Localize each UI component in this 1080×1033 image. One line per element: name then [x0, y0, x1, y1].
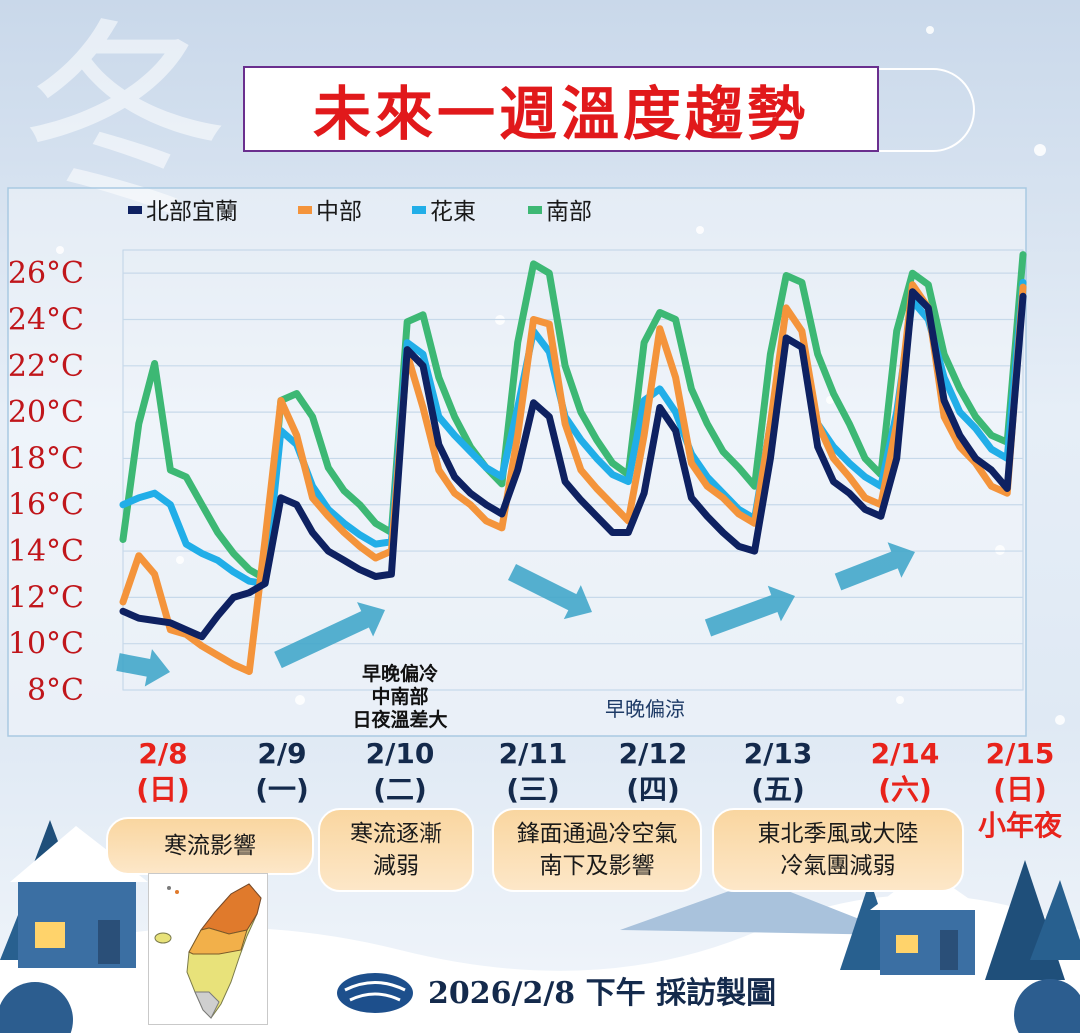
day-date: 2/11 — [498, 737, 568, 770]
day-date: 2/10 — [365, 737, 435, 770]
day-label: 2/14 (六) — [850, 736, 960, 808]
day-label: 2/15 (日) 小年夜 — [965, 736, 1075, 844]
y-tick-label: 10°C — [8, 627, 84, 662]
event-front-passing: 鋒面通過冷空氣 南下及影響 — [492, 808, 702, 892]
footer-credit: 2026/2/8 下午 採訪製圖 — [428, 968, 776, 1012]
series-line — [119, 278, 1027, 587]
background-character: 冬 — [20, 0, 230, 245]
day-label: 2/13 (五) — [723, 736, 833, 808]
winter-landscape — [0, 820, 1080, 1033]
event-cold-wave-weakening: 寒流逐漸 減弱 — [318, 808, 474, 892]
chart-bottom-note: 早晚偏涼 — [605, 697, 685, 721]
y-tick-label: 14°C — [8, 534, 84, 569]
feb10-note-line-1: 早晚偏冷 — [362, 662, 438, 685]
legend-label: 中部 — [316, 199, 362, 225]
taiwan-map-icon — [154, 883, 262, 1019]
day-date: 2/9 — [257, 737, 307, 770]
event-cold-wave-text: 寒流影響 — [164, 833, 256, 859]
taiwan-map-inset — [148, 873, 268, 1025]
legend-swatch — [298, 206, 312, 214]
series-lines — [119, 251, 1027, 675]
y-tick-label: 24°C — [8, 302, 84, 337]
series-line — [119, 288, 1027, 641]
trend-arrow-icon — [704, 585, 795, 637]
y-tick-label: 12°C — [8, 580, 84, 615]
day-weekday: (六) — [878, 773, 932, 806]
footer-date: 2026/2/8 — [428, 976, 576, 1011]
day-weekday: (三) — [506, 773, 560, 806]
event-monsoon-weakening: 東北季風或大陸 冷氣團減弱 — [712, 808, 964, 892]
day-weekday: (二) — [373, 773, 427, 806]
event-monsoon-weakening-line-1: 東北季風或大陸 — [757, 821, 919, 847]
trend-arrow-icon — [834, 542, 915, 591]
legend-swatch — [412, 206, 426, 214]
trend-arrows — [116, 542, 915, 687]
footer-text: 下午 採訪製圖 — [585, 976, 777, 1011]
day-date: 2/15 — [985, 737, 1055, 770]
event-cold-wave-weakening-line-1: 寒流逐漸 — [350, 821, 442, 847]
legend-swatch — [128, 206, 142, 214]
day-label: 2/8 (日) — [108, 736, 218, 808]
y-tick-label: 8°C — [27, 673, 84, 708]
legend: 北部宜蘭 中部 花東 南部 — [128, 199, 592, 225]
house-right — [840, 860, 1080, 980]
page-title: 未來一週溫度趨勢 — [312, 80, 809, 148]
series-line — [119, 281, 1027, 675]
feb10-note-line-2: 中南部 — [371, 685, 428, 708]
day-label: 2/9 (一) — [227, 736, 337, 808]
event-monsoon-weakening-line-2: 冷氣團減弱 — [780, 853, 896, 879]
y-tick-label: 18°C — [8, 441, 84, 476]
trend-arrow-icon — [507, 563, 592, 620]
feb10-note: 早晚偏冷 中南部 日夜溫差大 — [352, 662, 447, 731]
day-label: 2/10 (二) — [345, 736, 455, 808]
trend-arrow-icon — [116, 649, 170, 687]
logo-icon — [337, 973, 413, 1013]
y-tick-label: 20°C — [8, 395, 84, 430]
day-weekday: (日) — [136, 773, 190, 806]
event-front-passing-line-1: 鋒面通過冷空氣 — [516, 821, 678, 847]
day-date: 2/8 — [138, 737, 188, 770]
feb10-note-line-3: 日夜溫差大 — [352, 708, 447, 731]
trend-arrow-icon — [274, 602, 386, 669]
y-tick-label: 16°C — [8, 488, 84, 523]
legend-label: 南部 — [546, 199, 592, 225]
day-weekday: (一) — [255, 773, 309, 806]
y-tick-label: 26°C — [8, 256, 84, 291]
title-box: 未來一週溫度趨勢 — [243, 66, 879, 152]
day-date: 2/13 — [743, 737, 813, 770]
day-label: 2/12 (四) — [598, 736, 708, 808]
event-cold-wave-weakening-line-2: 減弱 — [373, 853, 419, 879]
y-tick-label: 22°C — [8, 349, 84, 384]
day-date: 2/14 — [870, 737, 940, 770]
day-date: 2/12 — [618, 737, 688, 770]
day-weekday: (五) — [751, 773, 805, 806]
legend-swatch — [528, 206, 542, 214]
legend-label: 北部宜蘭 — [146, 199, 238, 225]
event-cold-wave: 寒流影響 — [106, 817, 314, 875]
day-weekday: (四) — [626, 773, 680, 806]
event-front-passing-line-2: 南下及影響 — [539, 853, 655, 879]
day-weekday: (日) — [993, 773, 1047, 806]
day-extra-note: 小年夜 — [977, 809, 1062, 842]
day-label: 2/11 (三) — [478, 736, 588, 808]
legend-label: 花東 — [430, 199, 476, 225]
y-axis-ticks: 8°C 10°C 12°C 14°C 16°C 18°C 20°C 22°C 24°C 26°C — [8, 256, 84, 708]
